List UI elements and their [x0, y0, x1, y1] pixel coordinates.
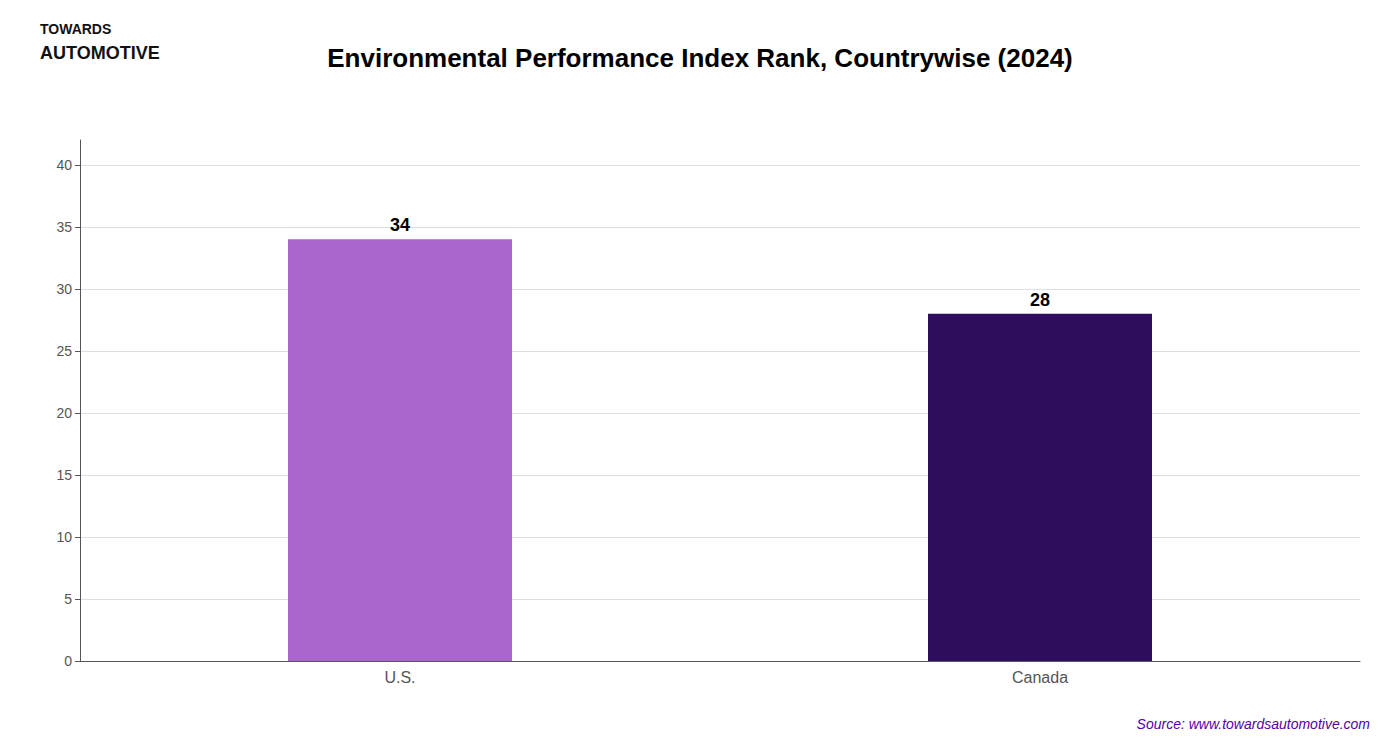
svg-text:15: 15: [56, 467, 72, 483]
svg-text:30: 30: [56, 281, 72, 297]
svg-text:40: 40: [56, 157, 72, 173]
svg-text:Environmental Performance Inde: Environmental Performance Index Rank, Co…: [327, 43, 1073, 73]
svg-text:10: 10: [56, 529, 72, 545]
svg-text:Source: www.towardsautomotive.: Source: www.towardsautomotive.com: [1137, 716, 1371, 732]
svg-text:Canada: Canada: [1012, 669, 1068, 686]
svg-text:5: 5: [64, 591, 72, 607]
svg-text:TOWARDS: TOWARDS: [40, 21, 111, 37]
svg-text:AUTOMOTIVE: AUTOMOTIVE: [40, 43, 160, 63]
svg-text:20: 20: [56, 405, 72, 421]
svg-text:35: 35: [56, 219, 72, 235]
svg-text:28: 28: [1030, 290, 1050, 310]
svg-text:U.S.: U.S.: [384, 669, 415, 686]
svg-text:25: 25: [56, 343, 72, 359]
svg-text:34: 34: [390, 215, 410, 235]
svg-text:0: 0: [64, 653, 72, 669]
